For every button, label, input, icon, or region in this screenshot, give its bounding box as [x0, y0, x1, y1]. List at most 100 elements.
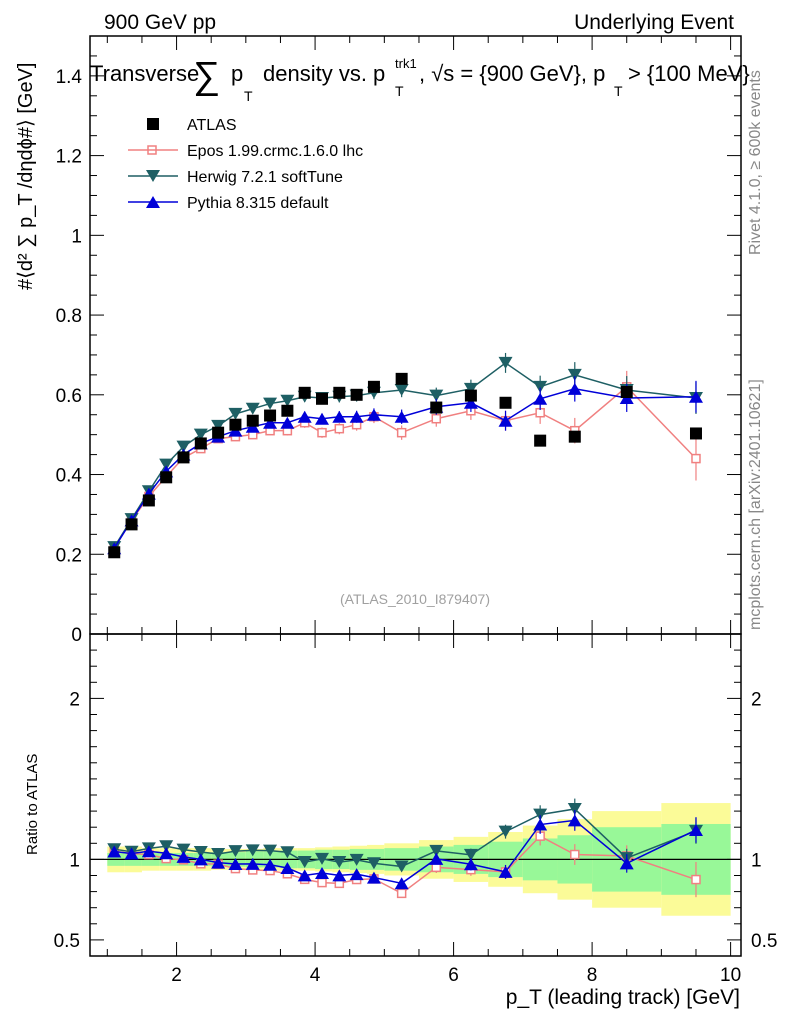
ratio-point-herwig [567, 802, 582, 815]
legend-marker-pythia [146, 196, 160, 208]
y-tick-label: 0.4 [56, 466, 83, 487]
ratio-y-tick-label: 1 [69, 850, 80, 871]
point-atlas [142, 494, 155, 507]
ratio-point-pythia [429, 852, 444, 865]
ratio-point-pythia [245, 857, 260, 870]
ratio-point-herwig [263, 844, 278, 857]
header-right: Underlying Event [574, 11, 734, 34]
point-atlas [298, 386, 311, 399]
point-herwig [228, 407, 243, 420]
point-herwig [533, 380, 548, 393]
point-atlas [177, 451, 190, 464]
title-T2: T [395, 83, 404, 99]
x-tick-label: 4 [310, 965, 321, 986]
ratio-point-pythia [176, 850, 191, 863]
title-T3: T [614, 83, 623, 99]
ratio-point-pythia [211, 856, 226, 869]
point-pythia [315, 412, 330, 425]
data-series [107, 352, 703, 899]
point-herwig [176, 440, 191, 453]
ratio-point-pythia [349, 868, 364, 881]
ratio-point-pythia [228, 858, 243, 870]
ratio-point-herwig [315, 852, 330, 865]
ratio-y-tick-label-right: 1 [751, 850, 762, 871]
point-atlas [464, 389, 477, 402]
point-atlas [620, 386, 633, 399]
legend-marker-herwig [146, 170, 160, 182]
title-p: p [231, 61, 243, 86]
point-pythia [349, 410, 364, 423]
y-tick-label: 0.8 [56, 306, 82, 327]
point-pythia [688, 390, 703, 403]
point-pythia [567, 382, 582, 395]
y-axis-label-ratio: Ratio to ATLAS [24, 754, 41, 855]
point-atlas [689, 427, 702, 440]
legend-label-atlas: ATLAS [187, 117, 237, 134]
title-rest2: > {100 MeV} [628, 61, 750, 86]
ratio-point-herwig [429, 844, 444, 857]
point-herwig [498, 356, 513, 369]
legend-marker-atlas [147, 118, 159, 130]
point-atlas [316, 392, 329, 405]
ratio-point-epos [396, 888, 407, 899]
point-epos [396, 427, 407, 438]
point-atlas [229, 418, 242, 431]
series-line-epos [113, 385, 697, 549]
point-herwig [567, 368, 582, 381]
ratio-point-epos [570, 849, 580, 860]
point-atlas [246, 414, 259, 427]
y-tick-label: 0 [71, 625, 82, 646]
point-atlas [264, 409, 277, 422]
point-epos [431, 413, 442, 424]
y-axis-label-main-text: #⟨d² ∑ p_T /dηdϕ#⟩ [GeV] [15, 63, 37, 290]
point-atlas [160, 471, 173, 484]
point-epos [691, 453, 701, 464]
ratio-point-herwig [349, 853, 364, 866]
ratio-point-pythia [107, 845, 122, 858]
ratio-point-pythia [394, 877, 409, 890]
ratio-point-herwig [332, 856, 347, 869]
ratio-point-herwig [193, 845, 208, 858]
ratio-point-herwig [533, 808, 548, 821]
ratio-plot-frame [89, 633, 742, 957]
point-pythia [263, 416, 278, 429]
x-tick-label: 10 [720, 965, 741, 986]
ratio-point-pythia [124, 847, 139, 860]
point-herwig [159, 458, 174, 471]
point-atlas [367, 380, 380, 393]
ratio-point-herwig [245, 844, 260, 857]
ratio-point-pythia [280, 862, 295, 875]
ratio-y-tick-label: 0.5 [54, 931, 80, 952]
y-tick-label: 0.2 [56, 545, 82, 566]
point-herwig [193, 428, 208, 441]
ratio-y-tick-label-right: 0.5 [751, 931, 777, 952]
point-atlas [333, 386, 346, 399]
ratio-point-pythia [619, 857, 634, 870]
point-herwig [245, 402, 260, 415]
point-pythia [297, 410, 312, 423]
point-pythia [394, 410, 409, 423]
ratio-point-herwig [463, 848, 478, 861]
series-line-pythia [113, 388, 696, 549]
ratio-point-pythia [159, 847, 174, 860]
point-atlas [430, 401, 443, 414]
ratio-point-pythia [463, 858, 478, 871]
title-rest1: , √s = {900 GeV}, p [419, 61, 605, 86]
mcplots-label: mcplots.cern.ch [arXiv:2401.10621] [747, 379, 764, 630]
point-epos [317, 427, 327, 438]
legend-label-pythia: Pythia 8.315 default [187, 195, 329, 212]
point-pythia [366, 408, 381, 421]
point-atlas [108, 546, 121, 559]
ratio-point-pythia [297, 869, 312, 882]
title-sum: ∑ [193, 55, 220, 97]
ratio-point-herwig [228, 845, 243, 858]
y-tick-label: 1.4 [56, 67, 83, 88]
x-tick-label: 2 [171, 965, 182, 986]
ratio-point-pythia [315, 867, 330, 880]
point-herwig [429, 389, 444, 402]
x-tick-label: 8 [587, 965, 598, 986]
point-pythia [498, 414, 513, 427]
ratio-point-pythia [498, 865, 513, 878]
point-herwig [394, 384, 409, 397]
